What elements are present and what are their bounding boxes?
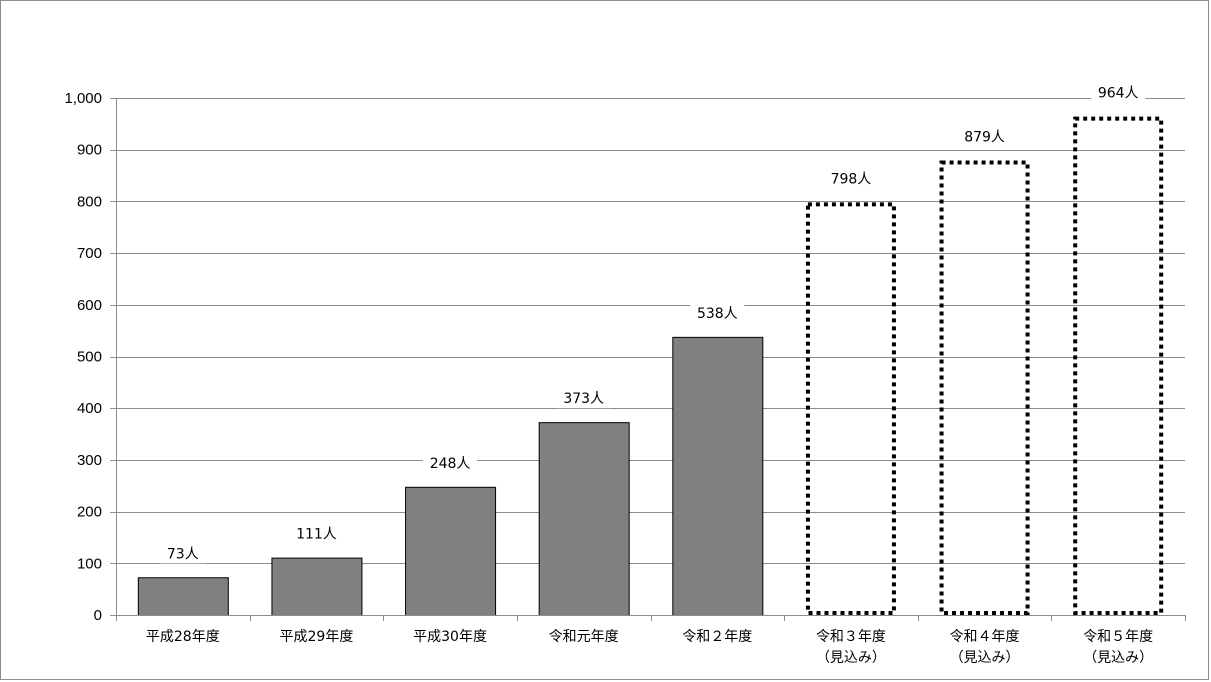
y-tick-label: 300 [77,452,102,469]
data-label-bg [1091,80,1146,103]
data-label: 373人 [563,391,604,407]
bar [405,486,497,616]
bar [672,336,764,616]
data-label: 73人 [167,546,199,562]
bar-projected [805,202,896,616]
data-label-bg [556,386,611,409]
data-label: 964人 [1098,86,1139,102]
data-label: 538人 [697,306,738,322]
x-tick-label: 令和４年度 [950,629,1020,645]
data-label: 111人 [296,527,337,543]
data-label: 248人 [430,456,471,472]
x-tick-label: （見込み） [950,650,1020,666]
data-label-bg [823,166,878,189]
y-tick-label: 200 [77,504,102,521]
y-tick-label: 500 [77,349,102,366]
bar-projected [1073,116,1164,615]
x-tick-label: 令和３年度 [816,629,886,645]
data-label-bg [160,541,206,564]
y-tick-label: 600 [77,297,102,314]
x-tick-label: （見込み） [816,650,886,666]
bar [137,577,229,616]
y-tick-label: 0 [94,607,102,624]
x-tick-label: 平成30年度 [413,629,487,645]
data-label-bg [957,124,1012,147]
bar-projected [939,160,1030,615]
bar [271,557,363,616]
x-tick-label: 令和２年度 [682,629,752,645]
x-tick-label: 平成28年度 [146,629,220,645]
y-tick-label: 900 [77,142,102,159]
y-tick-label: 700 [77,245,102,262]
y-tick-label: 100 [77,555,102,572]
data-label-bg [690,300,745,323]
data-label: 798人 [831,171,872,187]
x-tick-label: 令和５年度 [1083,629,1153,645]
y-tick-label: 1,000 [64,90,102,107]
data-label-bg [289,521,344,544]
x-tick-label: 平成29年度 [280,629,354,645]
x-tick-label: （見込み） [1083,650,1153,666]
bar [538,422,630,616]
data-label: 879人 [964,130,1005,146]
x-tick-label: 令和元年度 [549,629,619,645]
data-label-bg [423,450,478,473]
y-tick-label: 400 [77,400,102,417]
y-tick-label: 800 [77,193,102,210]
